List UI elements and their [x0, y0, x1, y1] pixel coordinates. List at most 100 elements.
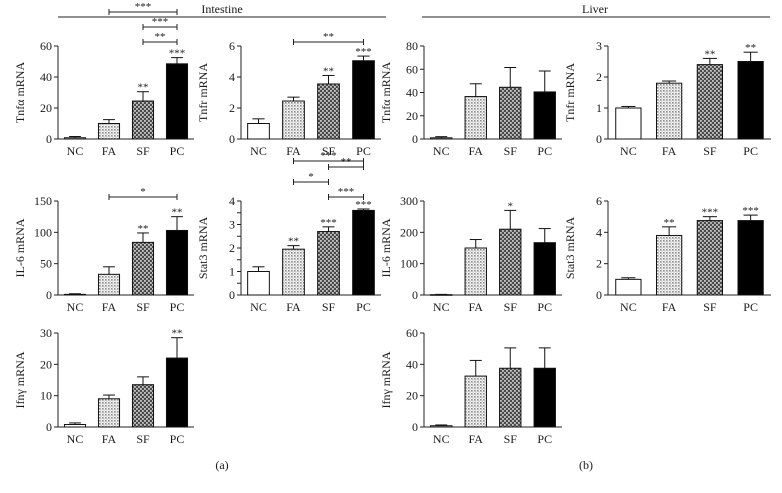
y-tick-label: 100 [34, 225, 52, 239]
bar-sf [499, 367, 522, 428]
x-tick-label: PC [170, 432, 185, 446]
bar-fa [655, 234, 683, 296]
x-tick-label: NC [433, 300, 450, 314]
y-tick-label: 2 [596, 257, 602, 271]
x-tick-label: SF [504, 300, 518, 314]
bar-sf [696, 64, 724, 140]
panel-label-a: (a) [215, 458, 228, 472]
y-tick-label: 4 [229, 70, 235, 84]
x-tick-label: PC [537, 300, 552, 314]
significance-sf: *** [702, 207, 719, 219]
y-tick-label: 30 [40, 326, 52, 340]
y-axis-label: IL-6 mRNA [379, 218, 393, 277]
significance-fa: ** [288, 236, 299, 248]
bar-nc [615, 107, 642, 140]
x-tick-label: SF [504, 144, 518, 158]
y-tick-label: 10 [40, 389, 52, 403]
significance-fa: ** [664, 217, 675, 229]
y-axis-label: Tnfr mRNA [563, 63, 577, 122]
bar-nc [63, 137, 87, 140]
intestine-title: Intestine [201, 2, 242, 16]
x-tick-label: SF [703, 300, 717, 314]
y-axis-label: IL-6 mRNA [13, 218, 27, 277]
bar-nc [615, 278, 642, 296]
significance-sf: ** [138, 223, 149, 235]
bar-nc [63, 293, 87, 296]
y-tick-label: 20 [406, 389, 418, 403]
y-axis-label: Ifnγ mRNA [379, 351, 393, 408]
bar-sf [131, 384, 155, 428]
bar-nc [430, 425, 453, 428]
bar-fa [282, 100, 305, 140]
bar-pc [533, 242, 556, 296]
significance-pc: ** [745, 42, 756, 54]
x-tick-label: FA [662, 144, 677, 158]
x-tick-label: SF [136, 300, 150, 314]
x-tick-label: PC [170, 300, 185, 314]
y-tick-label: 50 [40, 257, 52, 271]
x-tick-label: FA [469, 300, 484, 314]
x-tick-label: NC [67, 300, 84, 314]
x-tick-label: FA [286, 300, 301, 314]
bracket-label: *** [320, 150, 337, 162]
y-tick-label: 2 [596, 70, 602, 84]
y-tick-label: 60 [406, 62, 418, 76]
y-tick-label: 40 [406, 357, 418, 371]
bar-fa [97, 398, 121, 428]
bar-fa [282, 248, 305, 296]
bar-sf [131, 241, 155, 296]
significance-sf: ** [704, 48, 715, 60]
bar-pc [737, 61, 764, 140]
significance-sf: ** [323, 65, 334, 77]
chart-6: 0 20 40 60 80 Tnfα mRNA NC FA SF PC [379, 39, 562, 158]
x-tick-label: PC [743, 144, 758, 158]
y-axis-label: Ifnγ mRNA [13, 351, 27, 408]
x-tick-label: FA [286, 144, 301, 158]
y-tick-label: 0 [412, 132, 418, 146]
significance-pc: ** [172, 207, 183, 219]
significance-sf: * [508, 200, 514, 212]
bracket-label: ** [323, 31, 334, 43]
bar-pc [165, 63, 189, 140]
y-tick-label: 100 [400, 257, 418, 271]
x-tick-label: FA [662, 300, 677, 314]
y-tick-label: 40 [40, 70, 52, 84]
x-tick-label: NC [620, 300, 637, 314]
bar-pc [165, 357, 189, 428]
bar-sf [317, 231, 340, 296]
x-tick-label: FA [102, 432, 117, 446]
y-tick-label: 20 [40, 357, 52, 371]
x-tick-label: PC [743, 300, 758, 314]
x-tick-label: PC [356, 144, 371, 158]
chart-5: 0 10 20 30 Ifnγ mRNA NC FA SF ** PC [13, 326, 194, 446]
y-tick-label: 0 [412, 420, 418, 434]
significance-pc: *** [742, 205, 759, 217]
bar-nc [430, 137, 453, 140]
y-tick-label: 0 [46, 132, 52, 146]
bar-pc [352, 60, 375, 140]
bar-pc [737, 220, 764, 296]
y-tick-label: 200 [400, 225, 418, 239]
bar-pc [533, 367, 556, 428]
bar-fa [655, 82, 683, 140]
y-tick-label: 0 [412, 288, 418, 302]
bracket-label: * [308, 171, 314, 183]
y-tick-label: 4 [229, 194, 235, 208]
bar-pc [165, 229, 189, 296]
bar-nc [247, 271, 270, 296]
x-tick-label: NC [433, 144, 450, 158]
y-tick-label: 0 [229, 132, 235, 146]
x-tick-label: NC [620, 144, 637, 158]
x-tick-label: PC [537, 144, 552, 158]
y-tick-label: 0 [229, 288, 235, 302]
x-tick-label: PC [537, 432, 552, 446]
bar-sf [696, 220, 724, 296]
bar-fa [464, 375, 487, 428]
chart-9: 0 2 4 6 Stat3 mRNA NC ** FA *** SF *** PC [563, 194, 771, 314]
bar-sf [131, 100, 155, 140]
x-tick-label: NC [433, 432, 450, 446]
y-tick-label: 20 [40, 101, 52, 115]
y-axis-label: Stat3 mRNA [563, 217, 577, 280]
bar-pc [352, 209, 375, 296]
